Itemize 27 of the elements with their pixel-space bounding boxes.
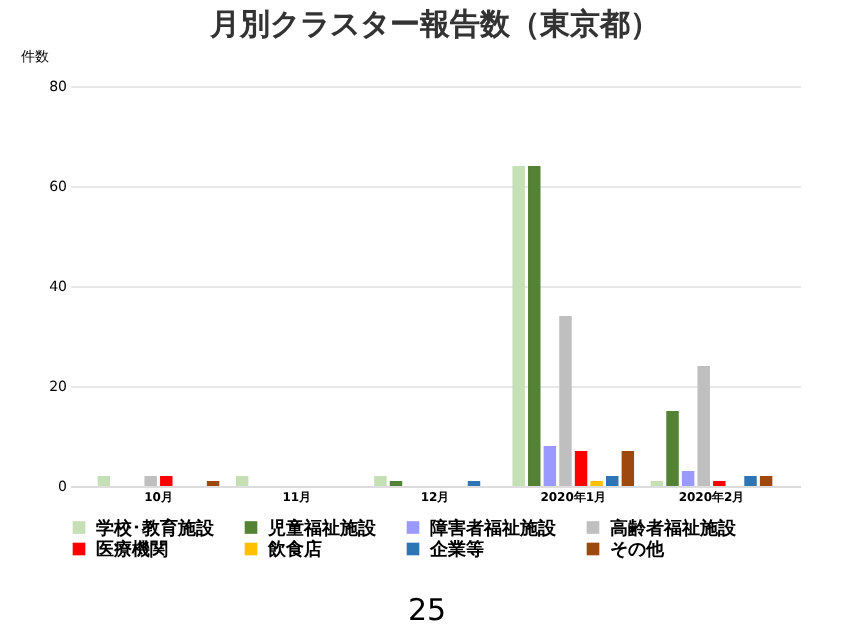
bar	[97, 476, 111, 486]
bar	[744, 476, 757, 486]
bar	[160, 476, 173, 486]
bar	[543, 446, 557, 486]
legend-label: 児童福祉施設	[266, 517, 378, 540]
bar	[512, 166, 525, 486]
legend-label: 飲食店	[266, 539, 322, 561]
bar	[697, 366, 710, 486]
bar	[621, 451, 635, 486]
bar	[681, 471, 695, 486]
bar	[374, 476, 387, 486]
bar	[235, 476, 249, 486]
bar	[666, 411, 679, 486]
legend-label: 企業等	[428, 539, 484, 561]
legend-label: 高齢者福祉施設	[610, 517, 738, 540]
bar	[559, 316, 572, 486]
legend-label: その他	[610, 539, 666, 561]
text: 25	[405, 592, 449, 628]
chart-title: 月別クラスター報告数（東京都）	[208, 6, 660, 42]
bar	[528, 166, 541, 486]
legend-label: 医療機関	[96, 539, 168, 561]
bar	[144, 476, 157, 486]
legend-label: 学校･教育施設	[96, 515, 216, 540]
bar	[606, 476, 619, 486]
bar	[759, 476, 773, 486]
bar	[574, 451, 588, 486]
legend-label: 障害者福祉施設	[430, 517, 558, 540]
